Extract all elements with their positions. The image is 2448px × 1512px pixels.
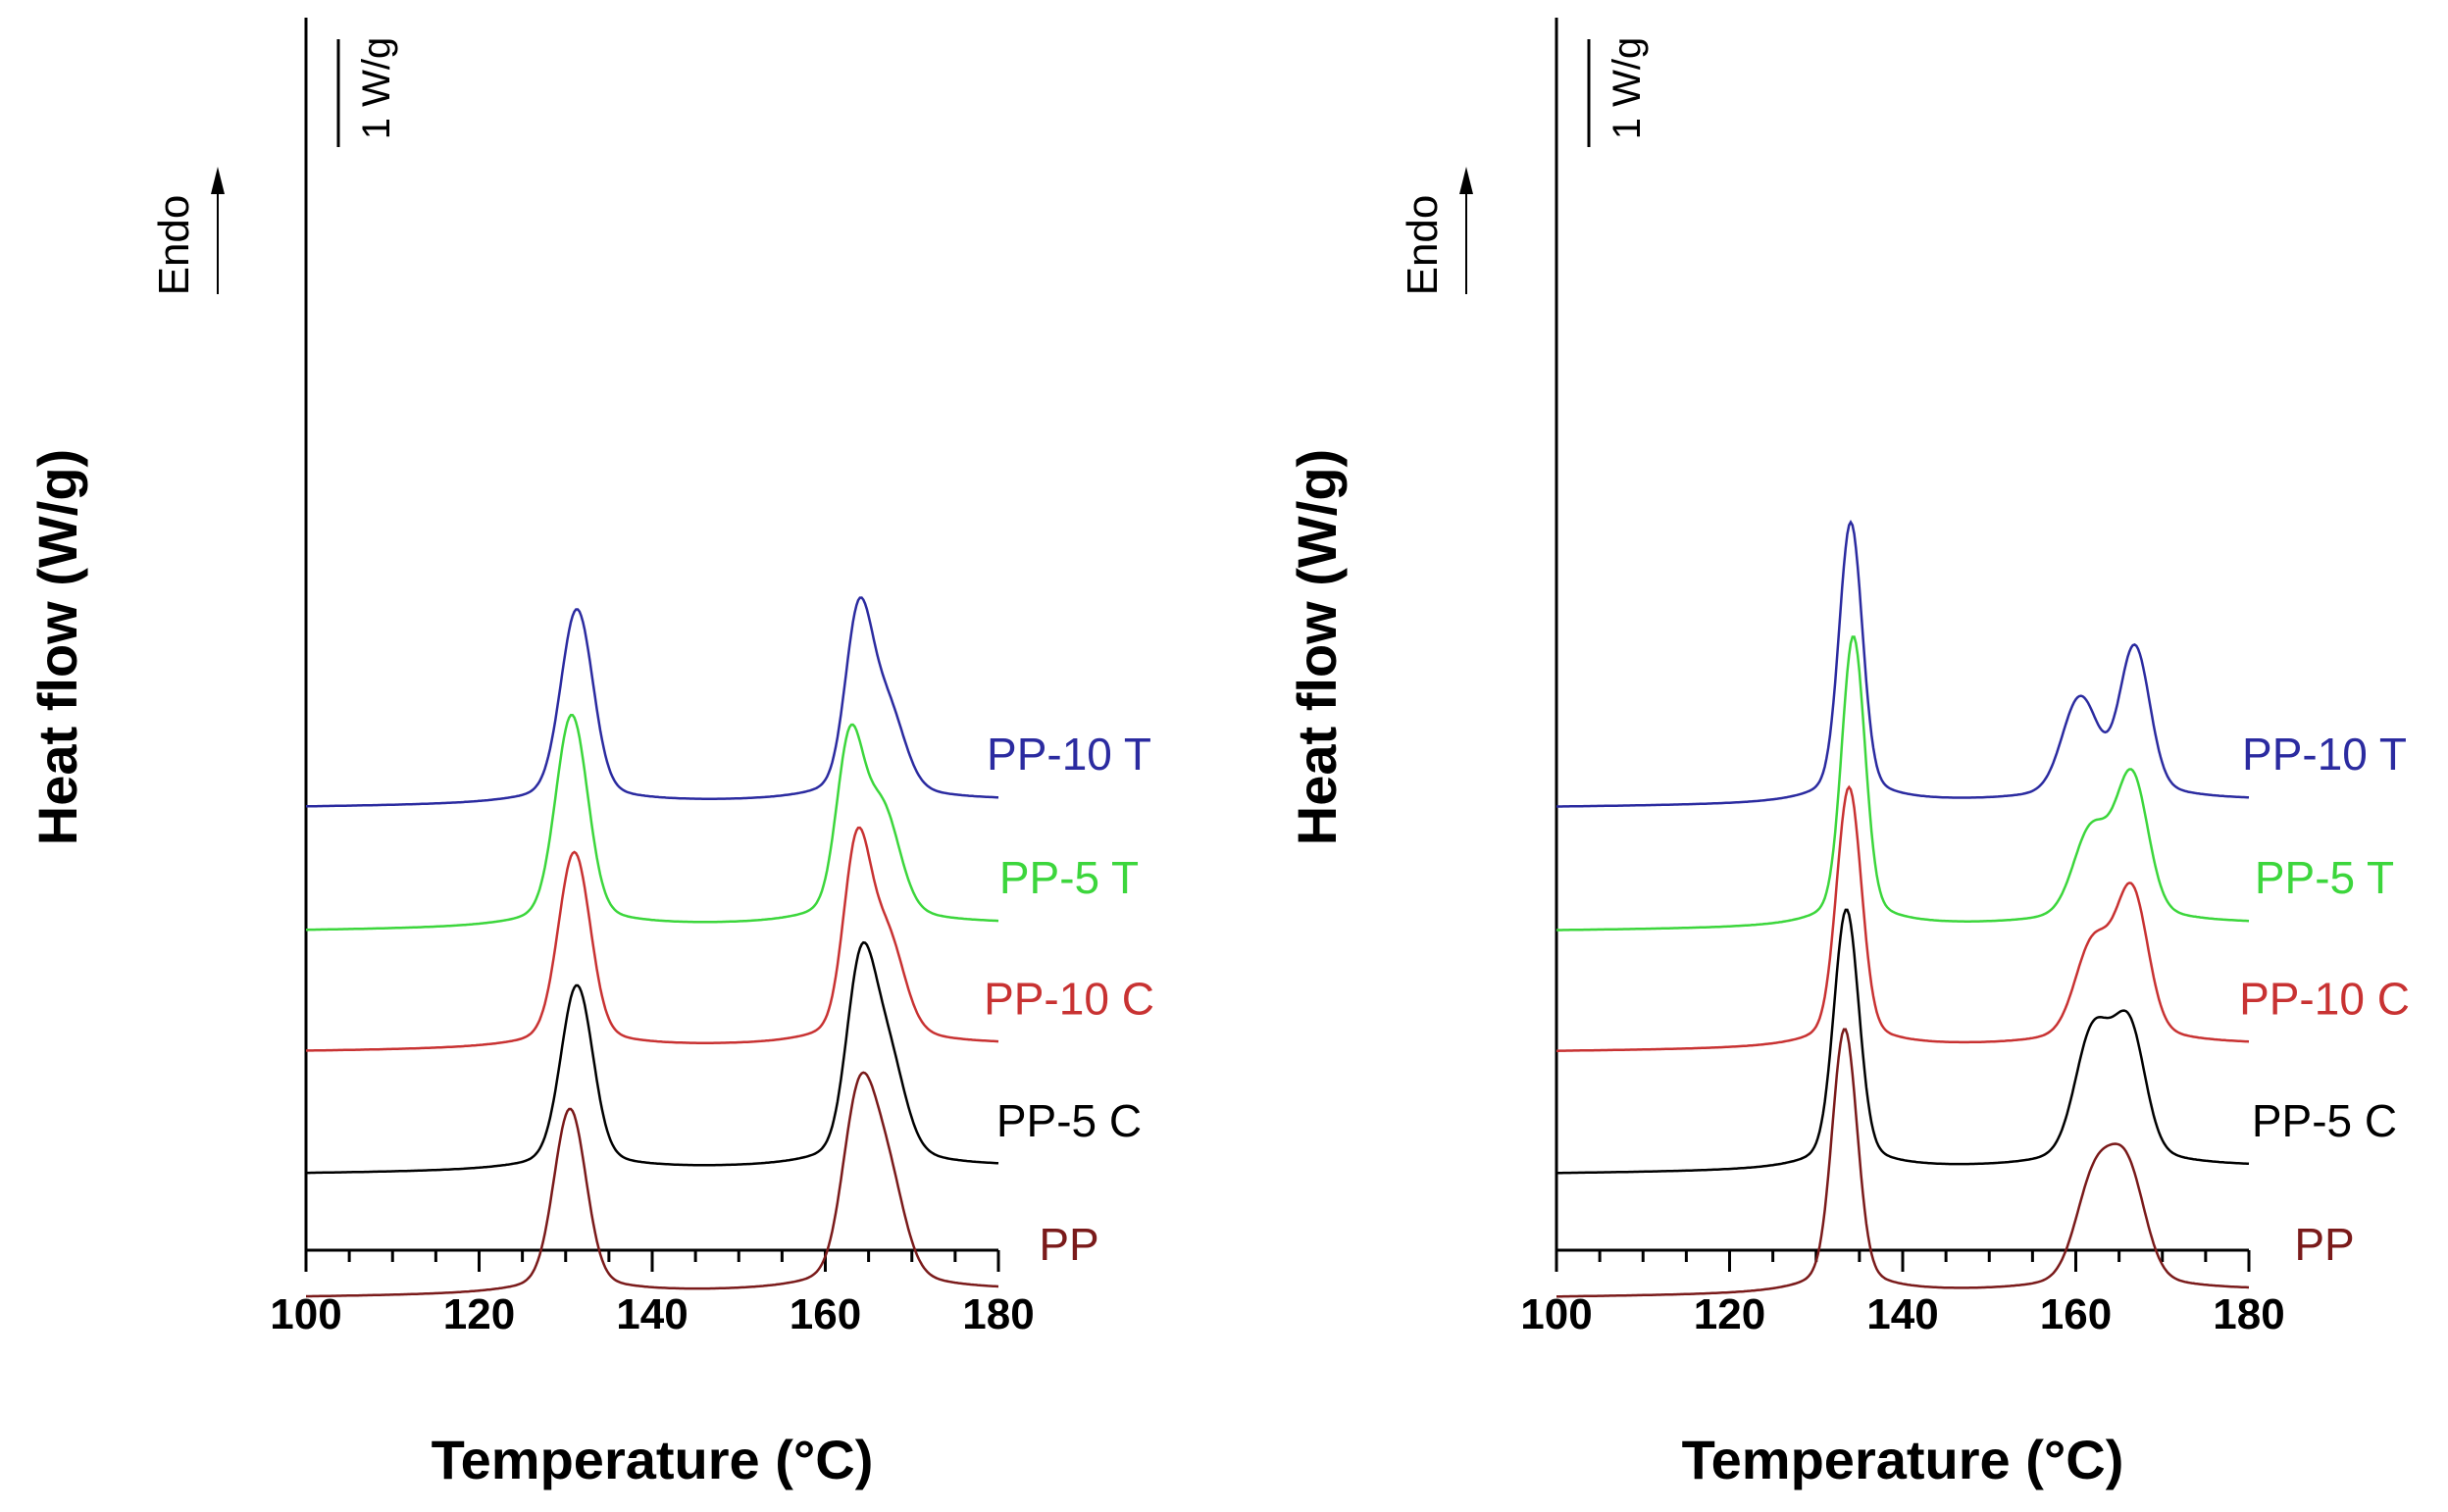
series-label: PP [1039,1219,1098,1270]
x-tick-label: 140 [1866,1290,1938,1338]
series-line-pp-5-t [306,714,999,932]
x-tick-label: 160 [2040,1290,2112,1338]
series-line-pp-5-t [1556,635,2250,932]
series-line-pp-5-c [1556,908,2250,1175]
series-line-pp-10-t [1556,519,2250,808]
series-label: PP-10 C [2239,973,2410,1024]
scale-bar-label: 1 W/g [355,37,398,139]
series-line-pp [1556,1028,2250,1298]
series-label: PP-5 C [2252,1095,2397,1146]
x-tick-label: 100 [270,1290,341,1338]
x-tick-label: 160 [790,1290,861,1338]
x-axis-title: Temperature (°C) [432,1429,874,1490]
series-label: PP-10 T [987,729,1151,780]
chart-panel-right: 100 120 140 160 180 Temperature (°C) Heat flow… [1286,18,2410,1490]
series-line-pp-10-c [1556,784,2250,1052]
endo-label: Endo [1399,195,1447,296]
x-tick-label: 120 [443,1290,515,1338]
endo-arrow-head-icon [211,167,225,194]
x-tick-label: 120 [1694,1290,1765,1338]
series-label: PP-5 T [999,852,1139,903]
x-tick-label: 100 [1520,1290,1592,1338]
x-tick-label: 140 [616,1290,688,1338]
y-axis-title: Heat flow (W/g) [1286,449,1348,845]
series-label: PP [2294,1219,2354,1270]
series-label: PP-10 C [984,973,1154,1024]
series-label: PP-10 T [2242,729,2407,780]
series-line-pp-10-t [306,596,998,808]
endo-arrow-head-icon [1459,167,1473,194]
y-axis-title: Heat flow (W/g) [26,449,88,845]
x-tick-label: 180 [962,1290,1034,1338]
series-line-pp-5-c [306,940,999,1175]
series-label: PP-5 C [996,1095,1142,1146]
series-label: PP-5 T [2255,852,2394,903]
series-line-pp [306,1071,999,1298]
chart-panel-left: 100 120 140 160 180 Temperature (°C) Heat flow… [26,18,1154,1490]
scale-bar-label: 1 W/g [1606,37,1649,139]
x-tick-label: 180 [2213,1290,2284,1338]
series-line-pp-10-c [305,826,999,1052]
x-axis-title: Temperature (°C) [1682,1429,2124,1490]
endo-label: Endo [150,195,198,296]
